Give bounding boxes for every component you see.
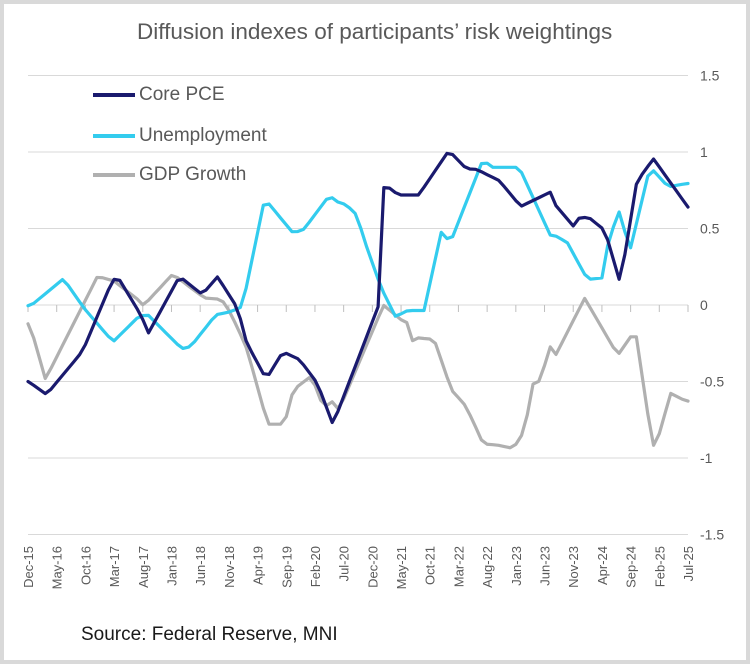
svg-text:Jun-23: Jun-23 xyxy=(538,546,553,586)
svg-text:1: 1 xyxy=(700,144,708,160)
svg-text:Mar-17: Mar-17 xyxy=(107,546,122,587)
svg-text:Mar-22: Mar-22 xyxy=(451,546,466,587)
svg-text:Nov-23: Nov-23 xyxy=(566,546,581,588)
svg-text:Jun-18: Jun-18 xyxy=(193,546,208,586)
svg-text:Jul-20: Jul-20 xyxy=(337,546,352,581)
svg-text:Feb-20: Feb-20 xyxy=(308,546,323,587)
svg-text:Feb-25: Feb-25 xyxy=(652,546,667,587)
svg-text:1.5: 1.5 xyxy=(700,68,720,84)
svg-text:Jan-18: Jan-18 xyxy=(164,546,179,586)
svg-text:May-16: May-16 xyxy=(50,546,65,589)
svg-text:0: 0 xyxy=(700,297,708,313)
svg-text:-0.5: -0.5 xyxy=(700,374,724,390)
svg-text:Dec-20: Dec-20 xyxy=(365,546,380,588)
svg-text:Nov-18: Nov-18 xyxy=(222,546,237,588)
svg-text:Aug-17: Aug-17 xyxy=(136,546,151,588)
svg-text:Dec-15: Dec-15 xyxy=(21,546,36,588)
svg-text:Jul-25: Jul-25 xyxy=(681,546,696,581)
svg-text:0.5: 0.5 xyxy=(700,221,720,237)
svg-text:Apr-19: Apr-19 xyxy=(251,546,266,585)
svg-text:-1: -1 xyxy=(700,450,713,466)
svg-text:May-21: May-21 xyxy=(394,546,409,589)
svg-text:Sep-19: Sep-19 xyxy=(279,546,294,588)
svg-text:Oct-16: Oct-16 xyxy=(78,546,93,585)
svg-text:Sep-24: Sep-24 xyxy=(624,546,639,588)
svg-text:Oct-21: Oct-21 xyxy=(423,546,438,585)
svg-text:Aug-22: Aug-22 xyxy=(480,546,495,588)
svg-text:Apr-24: Apr-24 xyxy=(595,546,610,585)
svg-text:-1.5: -1.5 xyxy=(700,527,724,543)
svg-text:Jan-23: Jan-23 xyxy=(509,546,524,586)
